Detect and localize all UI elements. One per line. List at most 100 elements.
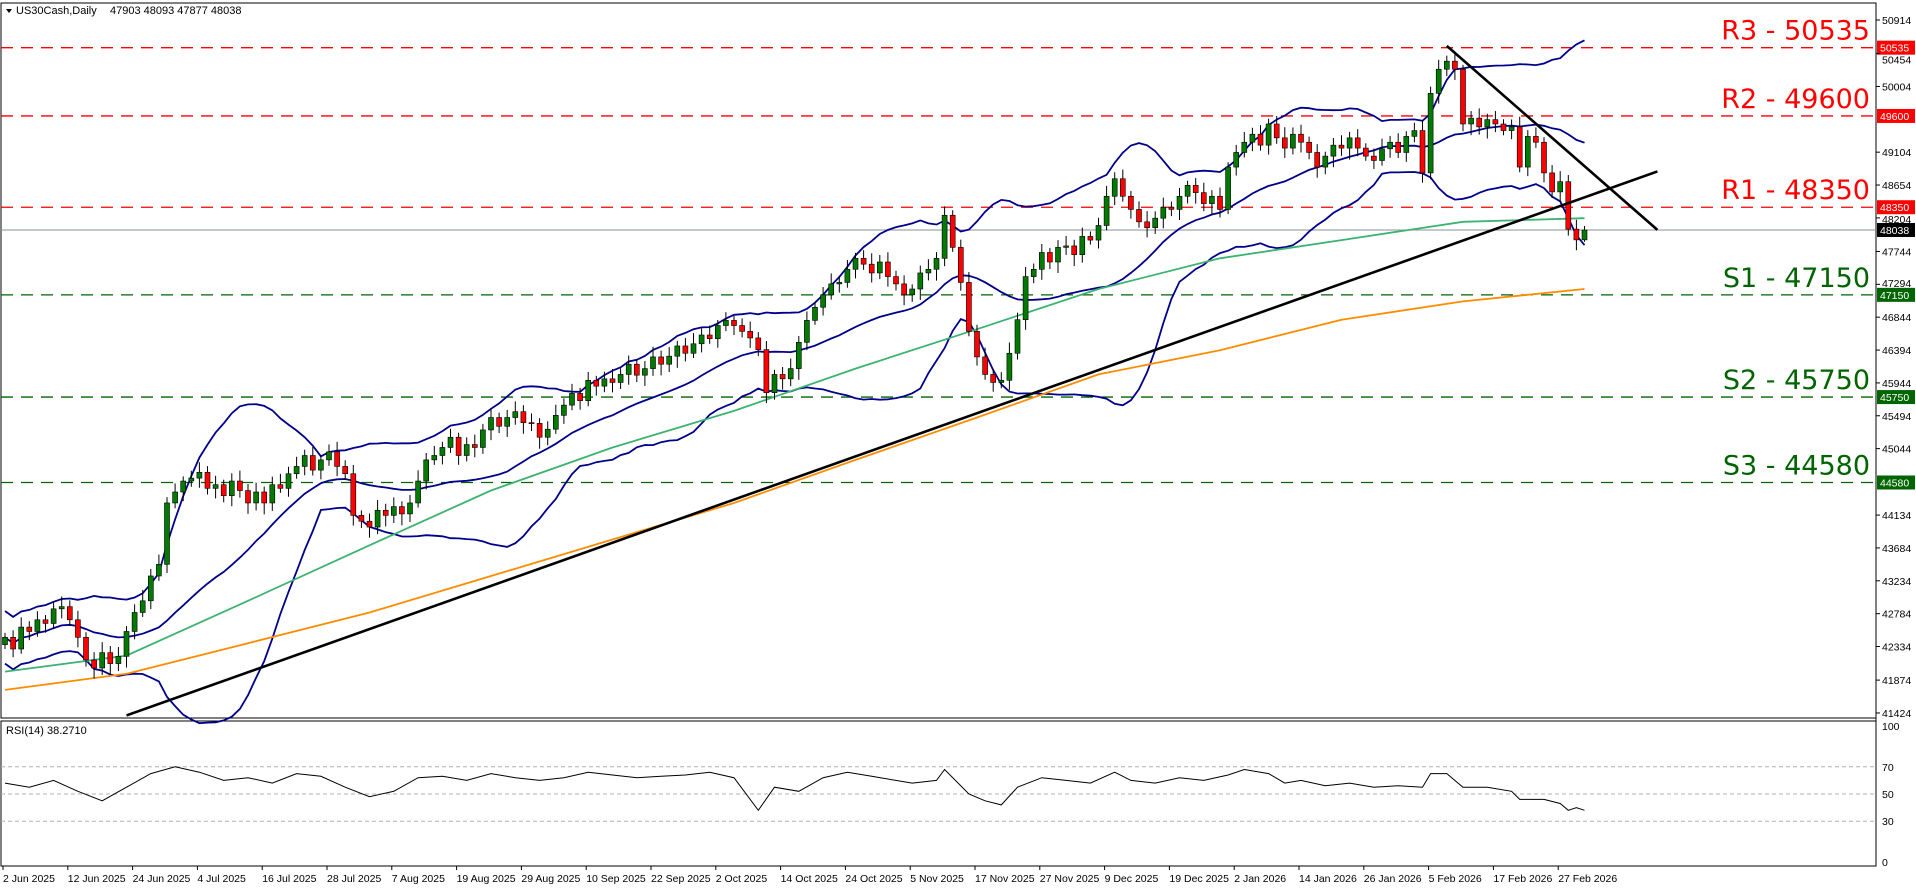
bear-candle-body [277, 484, 284, 489]
bear-candle-body [366, 520, 373, 528]
bear-candle-body [1395, 141, 1401, 153]
bull-candle-body [998, 379, 1005, 383]
bull-candle-body [650, 356, 656, 369]
bull-candle-body [1160, 206, 1167, 219]
bear-candle-body [75, 619, 81, 638]
candle [706, 325, 713, 344]
bollinger-upper-band [4, 39, 1585, 618]
candle [1395, 133, 1401, 159]
candle [99, 642, 105, 675]
candle [471, 434, 478, 458]
candle [552, 404, 559, 434]
bull-candle-body [1152, 217, 1158, 228]
bull-candle-body [1095, 225, 1102, 241]
bull-candle-body [1346, 137, 1353, 149]
price-tick-label: 45044 [1882, 444, 1911, 456]
price-tick-label: 45944 [1882, 378, 1911, 390]
price-tick-label: 43234 [1882, 576, 1911, 588]
bear-candle-body [658, 356, 664, 365]
bear-candle-body [633, 363, 640, 376]
candle [860, 250, 867, 270]
bear-candle-body [520, 411, 527, 423]
candle [925, 259, 932, 281]
bull-candle-body [1557, 181, 1563, 193]
rsi-tick-label: 100 [1882, 721, 1900, 733]
bull-candle-body [1030, 268, 1037, 277]
bear-candle-body [1217, 195, 1223, 210]
price-tick-label: 42334 [1882, 642, 1911, 654]
date-tick-label: 2 Oct 2025 [716, 873, 768, 885]
candle [1225, 162, 1231, 215]
bull-candle-body [617, 374, 624, 383]
bear-candle-body [67, 606, 73, 621]
bear-candle-body [1168, 206, 1175, 210]
candle [245, 483, 251, 514]
candle [342, 460, 349, 481]
bull-candle-body [172, 491, 178, 504]
bear-candle-body [358, 515, 365, 522]
bull-candle-body [933, 258, 940, 270]
candle [876, 254, 883, 280]
bear-candle-body [682, 345, 689, 354]
bear-candle-body [91, 659, 97, 669]
bear-candle-body [1549, 172, 1555, 193]
bear-candle-body [949, 214, 956, 248]
bear-candle-body [204, 471, 211, 489]
bull-candle-body [447, 436, 454, 448]
bull-candle-body [318, 459, 324, 471]
bull-candle-body [180, 480, 186, 493]
candle [34, 611, 41, 637]
candle [1419, 119, 1426, 183]
bear-candle-body [1460, 68, 1466, 125]
bull-candle-body [512, 411, 519, 418]
candle [334, 441, 340, 477]
candle [933, 252, 940, 281]
bear-candle-body [1476, 117, 1482, 128]
bull-candle-body [269, 484, 276, 504]
candle [569, 383, 575, 411]
bear-candle-body [1516, 126, 1523, 168]
date-tick-label: 24 Oct 2025 [845, 873, 902, 885]
bear-candle-body [245, 490, 251, 504]
bear-candle-body [731, 320, 737, 326]
rsi-label: RSI(14) 38.2710 [6, 725, 87, 737]
candle [771, 369, 778, 400]
triangle-down-icon[interactable] [6, 9, 12, 13]
bull-candle-body [1176, 195, 1183, 210]
candle [990, 369, 997, 392]
bull-candle-body [698, 334, 705, 345]
candle [285, 466, 292, 497]
bull-candle-body [1079, 236, 1086, 255]
bear-candle-body [990, 374, 997, 383]
bull-candle-body [771, 374, 778, 393]
candle [787, 358, 794, 387]
bear-candle-body [528, 422, 535, 424]
candle [682, 338, 689, 362]
candle [593, 375, 600, 396]
candle [1581, 225, 1588, 242]
bear-candle-body [982, 356, 988, 375]
candle [1192, 178, 1199, 204]
date-tick-label: 22 Sep 2025 [651, 873, 711, 885]
bull-candle-body [390, 506, 397, 516]
price-tick-label: 50914 [1882, 15, 1911, 27]
bull-candle-body [196, 471, 203, 479]
bear-candle-body [1565, 181, 1572, 230]
candle [1022, 266, 1029, 330]
candle [1209, 190, 1215, 216]
candle [633, 359, 640, 383]
date-tick-label: 7 Aug 2025 [392, 873, 445, 885]
candle [512, 401, 519, 425]
bull-candle-body [58, 606, 65, 610]
candle [1346, 131, 1353, 160]
candle [998, 372, 1005, 389]
bull-candle-body [285, 473, 292, 489]
bear-candle-body [399, 506, 405, 515]
bull-candle-body [804, 320, 810, 343]
date-tick-label: 27 Nov 2025 [1040, 873, 1100, 885]
price-badge-label: 48350 [1880, 202, 1909, 214]
candle [1549, 165, 1555, 198]
date-tick-label: 27 Feb 2026 [1558, 873, 1617, 885]
candle [868, 253, 875, 283]
